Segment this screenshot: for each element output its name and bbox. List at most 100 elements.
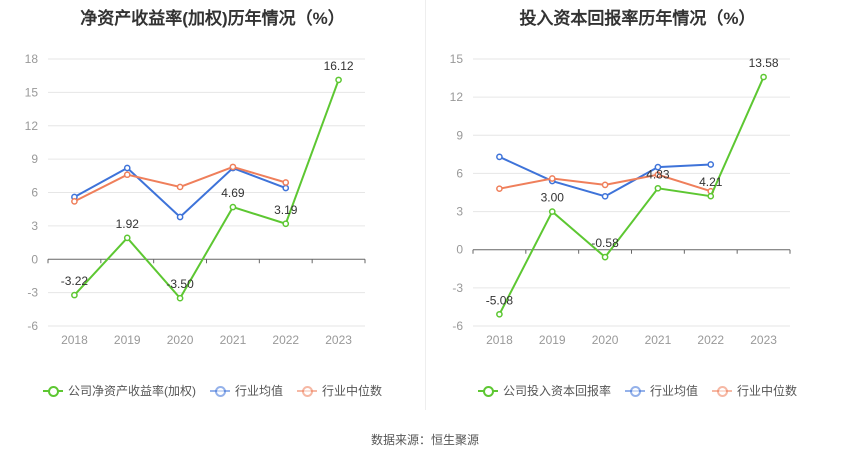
y-tick-label: 9 <box>31 152 38 166</box>
data-point-company[interactable] <box>282 220 290 228</box>
data-point-industry_avg[interactable] <box>654 163 662 171</box>
legend-item-industry_avg[interactable]: 行业均值 <box>209 382 283 399</box>
legend-swatch-icon <box>624 385 645 397</box>
y-tick-label: -3 <box>27 286 38 300</box>
data-point-industry_avg[interactable] <box>601 192 609 200</box>
data-label: -3.50 <box>166 277 194 291</box>
data-point-company[interactable] <box>176 294 184 302</box>
legend-label: 行业中位数 <box>737 384 798 398</box>
legend-item-industry_median[interactable]: 行业中位数 <box>297 382 382 399</box>
data-label: -5.08 <box>486 293 514 307</box>
data-point-company[interactable] <box>71 291 78 299</box>
legend-label: 行业均值 <box>649 384 698 398</box>
data-point-company[interactable] <box>548 208 556 215</box>
data-point-industry_median[interactable] <box>282 179 290 186</box>
data-label: -3.22 <box>61 274 89 288</box>
data-point-company[interactable] <box>496 310 503 318</box>
y-tick-label: 3 <box>31 219 38 233</box>
data-point-industry_median[interactable] <box>548 175 556 182</box>
legend-swatch-icon <box>42 385 63 397</box>
legend-label: 行业均值 <box>234 384 283 398</box>
data-source-note: 数据来源：恒生聚源 <box>370 433 479 447</box>
legend-label: 行业中位数 <box>322 384 383 398</box>
data-point-industry_avg[interactable] <box>176 213 184 221</box>
legend-label: 公司净资产收益率(加权) <box>67 384 196 398</box>
data-point-industry_median[interactable] <box>496 185 503 193</box>
y-tick-label: 3 <box>456 205 463 219</box>
chart-title: 净资产收益率(加权)历年情况（%） <box>80 9 345 28</box>
x-tick-label: 2021 <box>645 333 672 347</box>
data-point-industry_avg[interactable] <box>496 153 503 161</box>
data-label: 4.83 <box>646 167 670 181</box>
chart-title: 投入资本回报率历年情况（%） <box>519 9 756 28</box>
y-tick-label: 0 <box>31 252 38 266</box>
x-tick-label: 2023 <box>325 333 352 347</box>
y-tick-label: 15 <box>25 85 39 99</box>
y-tick-label: 6 <box>456 166 463 180</box>
data-point-company[interactable] <box>229 203 237 211</box>
data-point-industry_avg[interactable] <box>282 184 290 192</box>
data-label: 13.58 <box>749 56 779 70</box>
roic-line-chart: -6 -3 0 3 6 9 12 15 2018 2019 2020 2021 2022 2023 -5.0… <box>450 52 791 347</box>
y-tick-label: 12 <box>450 90 464 104</box>
series-line-company <box>498 76 765 315</box>
x-tick-label: 2018 <box>61 333 88 347</box>
data-point-company[interactable] <box>123 234 131 242</box>
data-point-industry_avg[interactable] <box>123 164 131 172</box>
data-point-industry_median[interactable] <box>229 163 237 171</box>
roe-chart-panel: 净资产收益率(加权)历年情况（%） -6 -3 0 3 6 9 12 15 18 2018 2019… <box>0 0 425 420</box>
x-tick-label: 2019 <box>539 333 566 347</box>
x-tick-label: 2022 <box>272 333 299 347</box>
data-label: 3.19 <box>274 203 298 217</box>
data-label: 16.12 <box>324 59 354 73</box>
data-point-company[interactable] <box>601 253 609 261</box>
y-tick-label: -6 <box>452 319 463 333</box>
y-tick-label: 9 <box>456 128 463 142</box>
x-tick-label: 2020 <box>592 333 619 347</box>
roe-line-chart: -6 -3 0 3 6 9 12 15 18 2018 2019 2020 2021 2022 2023 -3… <box>25 52 366 347</box>
panel-divider <box>425 0 426 410</box>
data-point-industry_median[interactable] <box>654 171 662 179</box>
data-point-company[interactable] <box>707 192 715 200</box>
legend-label: 公司投入资本回报率 <box>502 384 611 398</box>
data-label: 3.00 <box>541 191 565 205</box>
legend-item-industry_median[interactable]: 行业中位数 <box>712 382 797 399</box>
legend-swatch-icon <box>712 385 732 397</box>
x-tick-label: 2022 <box>697 333 724 347</box>
y-tick-label: 18 <box>25 52 39 66</box>
legend-item-industry_avg[interactable]: 行业均值 <box>624 382 698 399</box>
chart-legend: 公司投入资本回报率 行业均值 行业中位数 <box>425 382 850 399</box>
y-tick-label: -6 <box>27 319 38 333</box>
data-point-industry_median[interactable] <box>601 181 609 189</box>
data-point-industry_median[interactable] <box>176 183 184 191</box>
series-line-industry_avg <box>499 155 711 198</box>
data-point-company[interactable] <box>654 184 662 192</box>
data-point-industry_avg[interactable] <box>707 161 715 168</box>
data-label: 1.92 <box>116 217 140 231</box>
y-tick-label: 12 <box>25 119 39 133</box>
data-point-company[interactable] <box>760 73 767 81</box>
data-label: -0.58 <box>591 236 619 250</box>
legend-swatch-icon <box>477 385 498 397</box>
x-tick-label: 2020 <box>167 333 194 347</box>
legend-swatch-icon <box>209 385 230 397</box>
x-tick-label: 2021 <box>220 333 247 347</box>
series-line-company <box>73 79 340 300</box>
y-tick-label: 6 <box>31 186 38 200</box>
x-tick-label: 2019 <box>114 333 141 347</box>
legend-swatch-icon <box>297 385 317 397</box>
x-tick-label: 2023 <box>750 333 777 347</box>
y-tick-label: 0 <box>456 243 463 257</box>
data-label: 4.21 <box>699 175 723 189</box>
legend-item-company[interactable]: 公司投入资本回报率 <box>477 382 611 399</box>
data-point-company[interactable] <box>335 76 342 84</box>
chart-legend: 公司净资产收益率(加权) 行业均值 行业中位数 <box>0 382 425 399</box>
y-tick-label: 15 <box>450 52 464 66</box>
data-point-industry_median[interactable] <box>71 198 78 205</box>
x-tick-label: 2018 <box>486 333 513 347</box>
y-tick-label: -3 <box>452 281 463 295</box>
data-label: 4.69 <box>221 186 245 200</box>
data-point-industry_median[interactable] <box>123 171 131 179</box>
roic-chart-panel: 投入资本回报率历年情况（%） -6 -3 0 3 6 9 12 15 2018 2019 2020 2… <box>425 0 850 420</box>
legend-item-company[interactable]: 公司净资产收益率(加权) <box>42 382 196 399</box>
